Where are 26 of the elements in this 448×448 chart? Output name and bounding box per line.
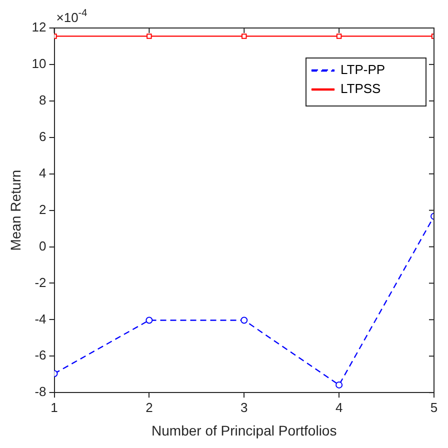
x-tick-label: 3	[240, 400, 248, 415]
x-tick-label: 2	[146, 400, 153, 415]
y-tick-label: 2	[39, 202, 46, 217]
y-tick-label: 12	[32, 20, 46, 35]
y-tick-label: 0	[39, 238, 46, 254]
y-tick-label: 6	[39, 128, 46, 144]
y-tick-label: -4	[34, 311, 46, 326]
point	[146, 316, 153, 324]
y-tick-label: 8	[39, 92, 46, 108]
y-tick-label: -2	[34, 274, 46, 290]
y-tick-label: -6	[34, 348, 46, 363]
x-axis-title: Number of Principal Portfolios	[152, 422, 337, 438]
y-axis-title: Mean Return	[7, 170, 24, 251]
x-tick-label: 5	[430, 400, 438, 415]
y-tick-label: 4	[39, 165, 46, 180]
point	[240, 316, 248, 324]
point	[336, 34, 342, 39]
x-tick-label: 1	[50, 400, 58, 415]
point	[146, 34, 152, 39]
point	[336, 381, 343, 388]
y-tick-label: -8	[34, 384, 46, 400]
x-tick-label: 4	[335, 400, 343, 415]
legend-label: LTPSS	[340, 81, 382, 96]
point	[242, 34, 247, 39]
legend-label: LTP-PP	[340, 62, 386, 78]
y-tick-label: 10	[32, 56, 46, 72]
